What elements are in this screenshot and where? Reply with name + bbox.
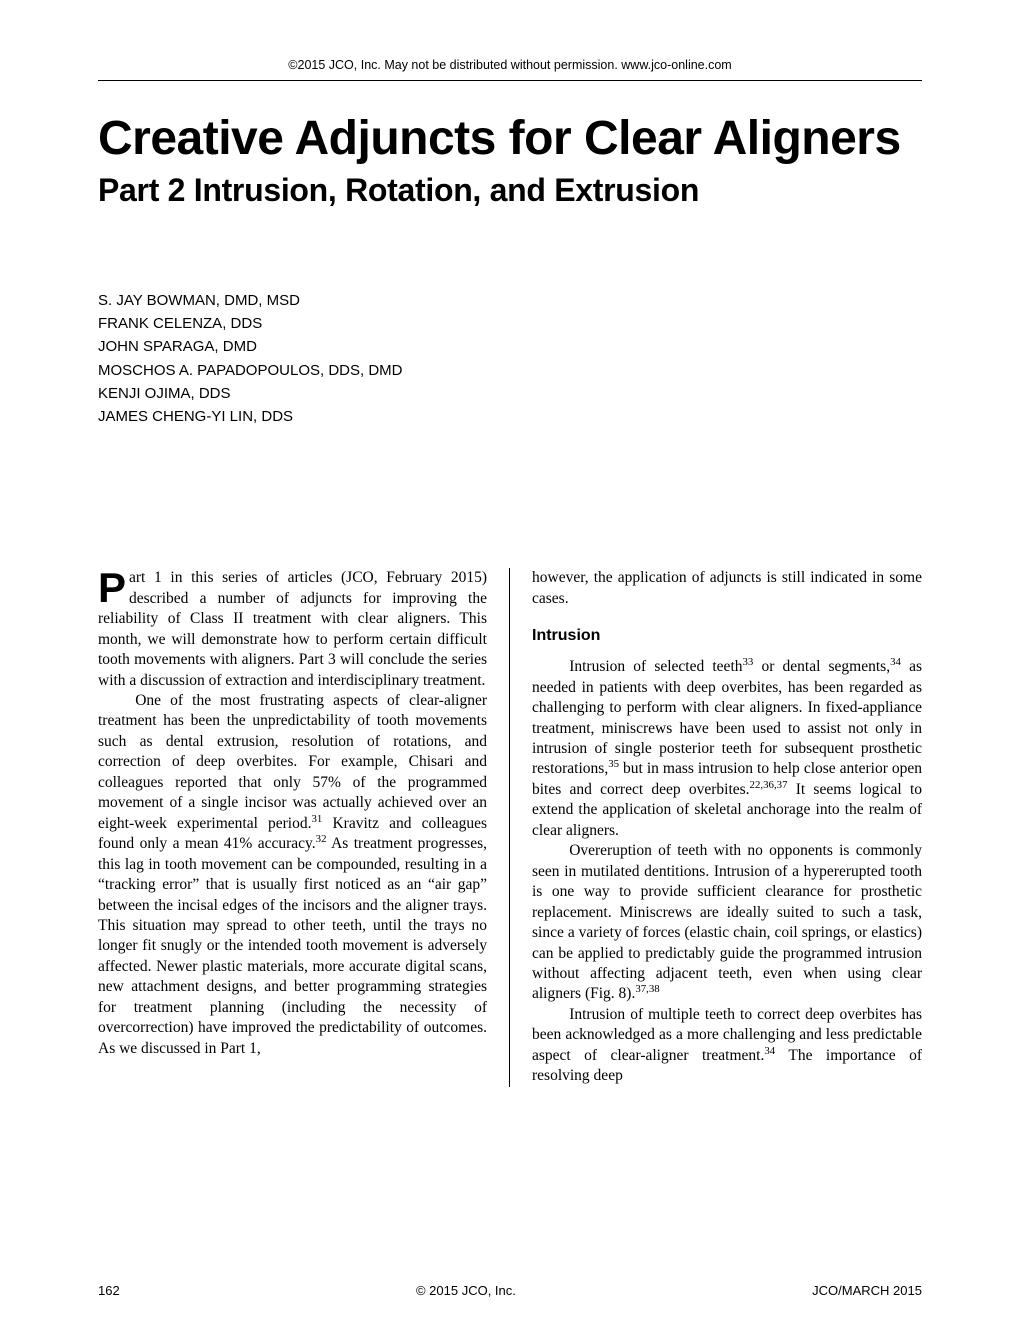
author: FRANK CELENZA, DDS — [98, 312, 922, 335]
paragraph: Part 1 in this series of articles (JCO, … — [98, 568, 487, 691]
author: MOSCHOS A. PAPADOPOULOS, DDS, DMD — [98, 359, 922, 382]
page-footer: 162 © 2015 JCO, Inc. JCO/MARCH 2015 — [98, 1283, 922, 1298]
author-list: S. JAY BOWMAN, DMD, MSD FRANK CELENZA, D… — [98, 289, 922, 429]
paragraph: however, the application of adjuncts is … — [532, 568, 922, 609]
paragraph: Intrusion of selected teeth33 or dental … — [532, 657, 922, 841]
footer-copyright: © 2015 JCO, Inc. — [416, 1283, 516, 1298]
author: KENJI OJIMA, DDS — [98, 382, 922, 405]
column-left: Part 1 in this series of articles (JCO, … — [98, 568, 510, 1086]
paragraph: One of the most frustrating aspects of c… — [98, 691, 487, 1059]
article-title: Creative Adjuncts for Clear Aligners — [98, 113, 922, 166]
header-rule — [98, 80, 922, 81]
copyright-header: ©2015 JCO, Inc. May not be distributed w… — [98, 58, 922, 72]
article-subtitle: Part 2 Intrusion, Rotation, and Extrusio… — [98, 172, 922, 209]
dropcap: P — [98, 568, 129, 606]
page-number: 162 — [98, 1283, 120, 1298]
author: JOHN SPARAGA, DMD — [98, 335, 922, 358]
author: S. JAY BOWMAN, DMD, MSD — [98, 289, 922, 312]
paragraph: Intrusion of multiple teeth to correct d… — [532, 1005, 922, 1087]
paragraph: Overeruption of teeth with no opponents … — [532, 841, 922, 1005]
section-heading: Intrusion — [532, 627, 922, 645]
author: JAMES CHENG-YI LIN, DDS — [98, 405, 922, 428]
column-right: however, the application of adjuncts is … — [510, 568, 922, 1086]
body-columns: Part 1 in this series of articles (JCO, … — [98, 568, 922, 1086]
journal-issue: JCO/MARCH 2015 — [812, 1283, 922, 1298]
